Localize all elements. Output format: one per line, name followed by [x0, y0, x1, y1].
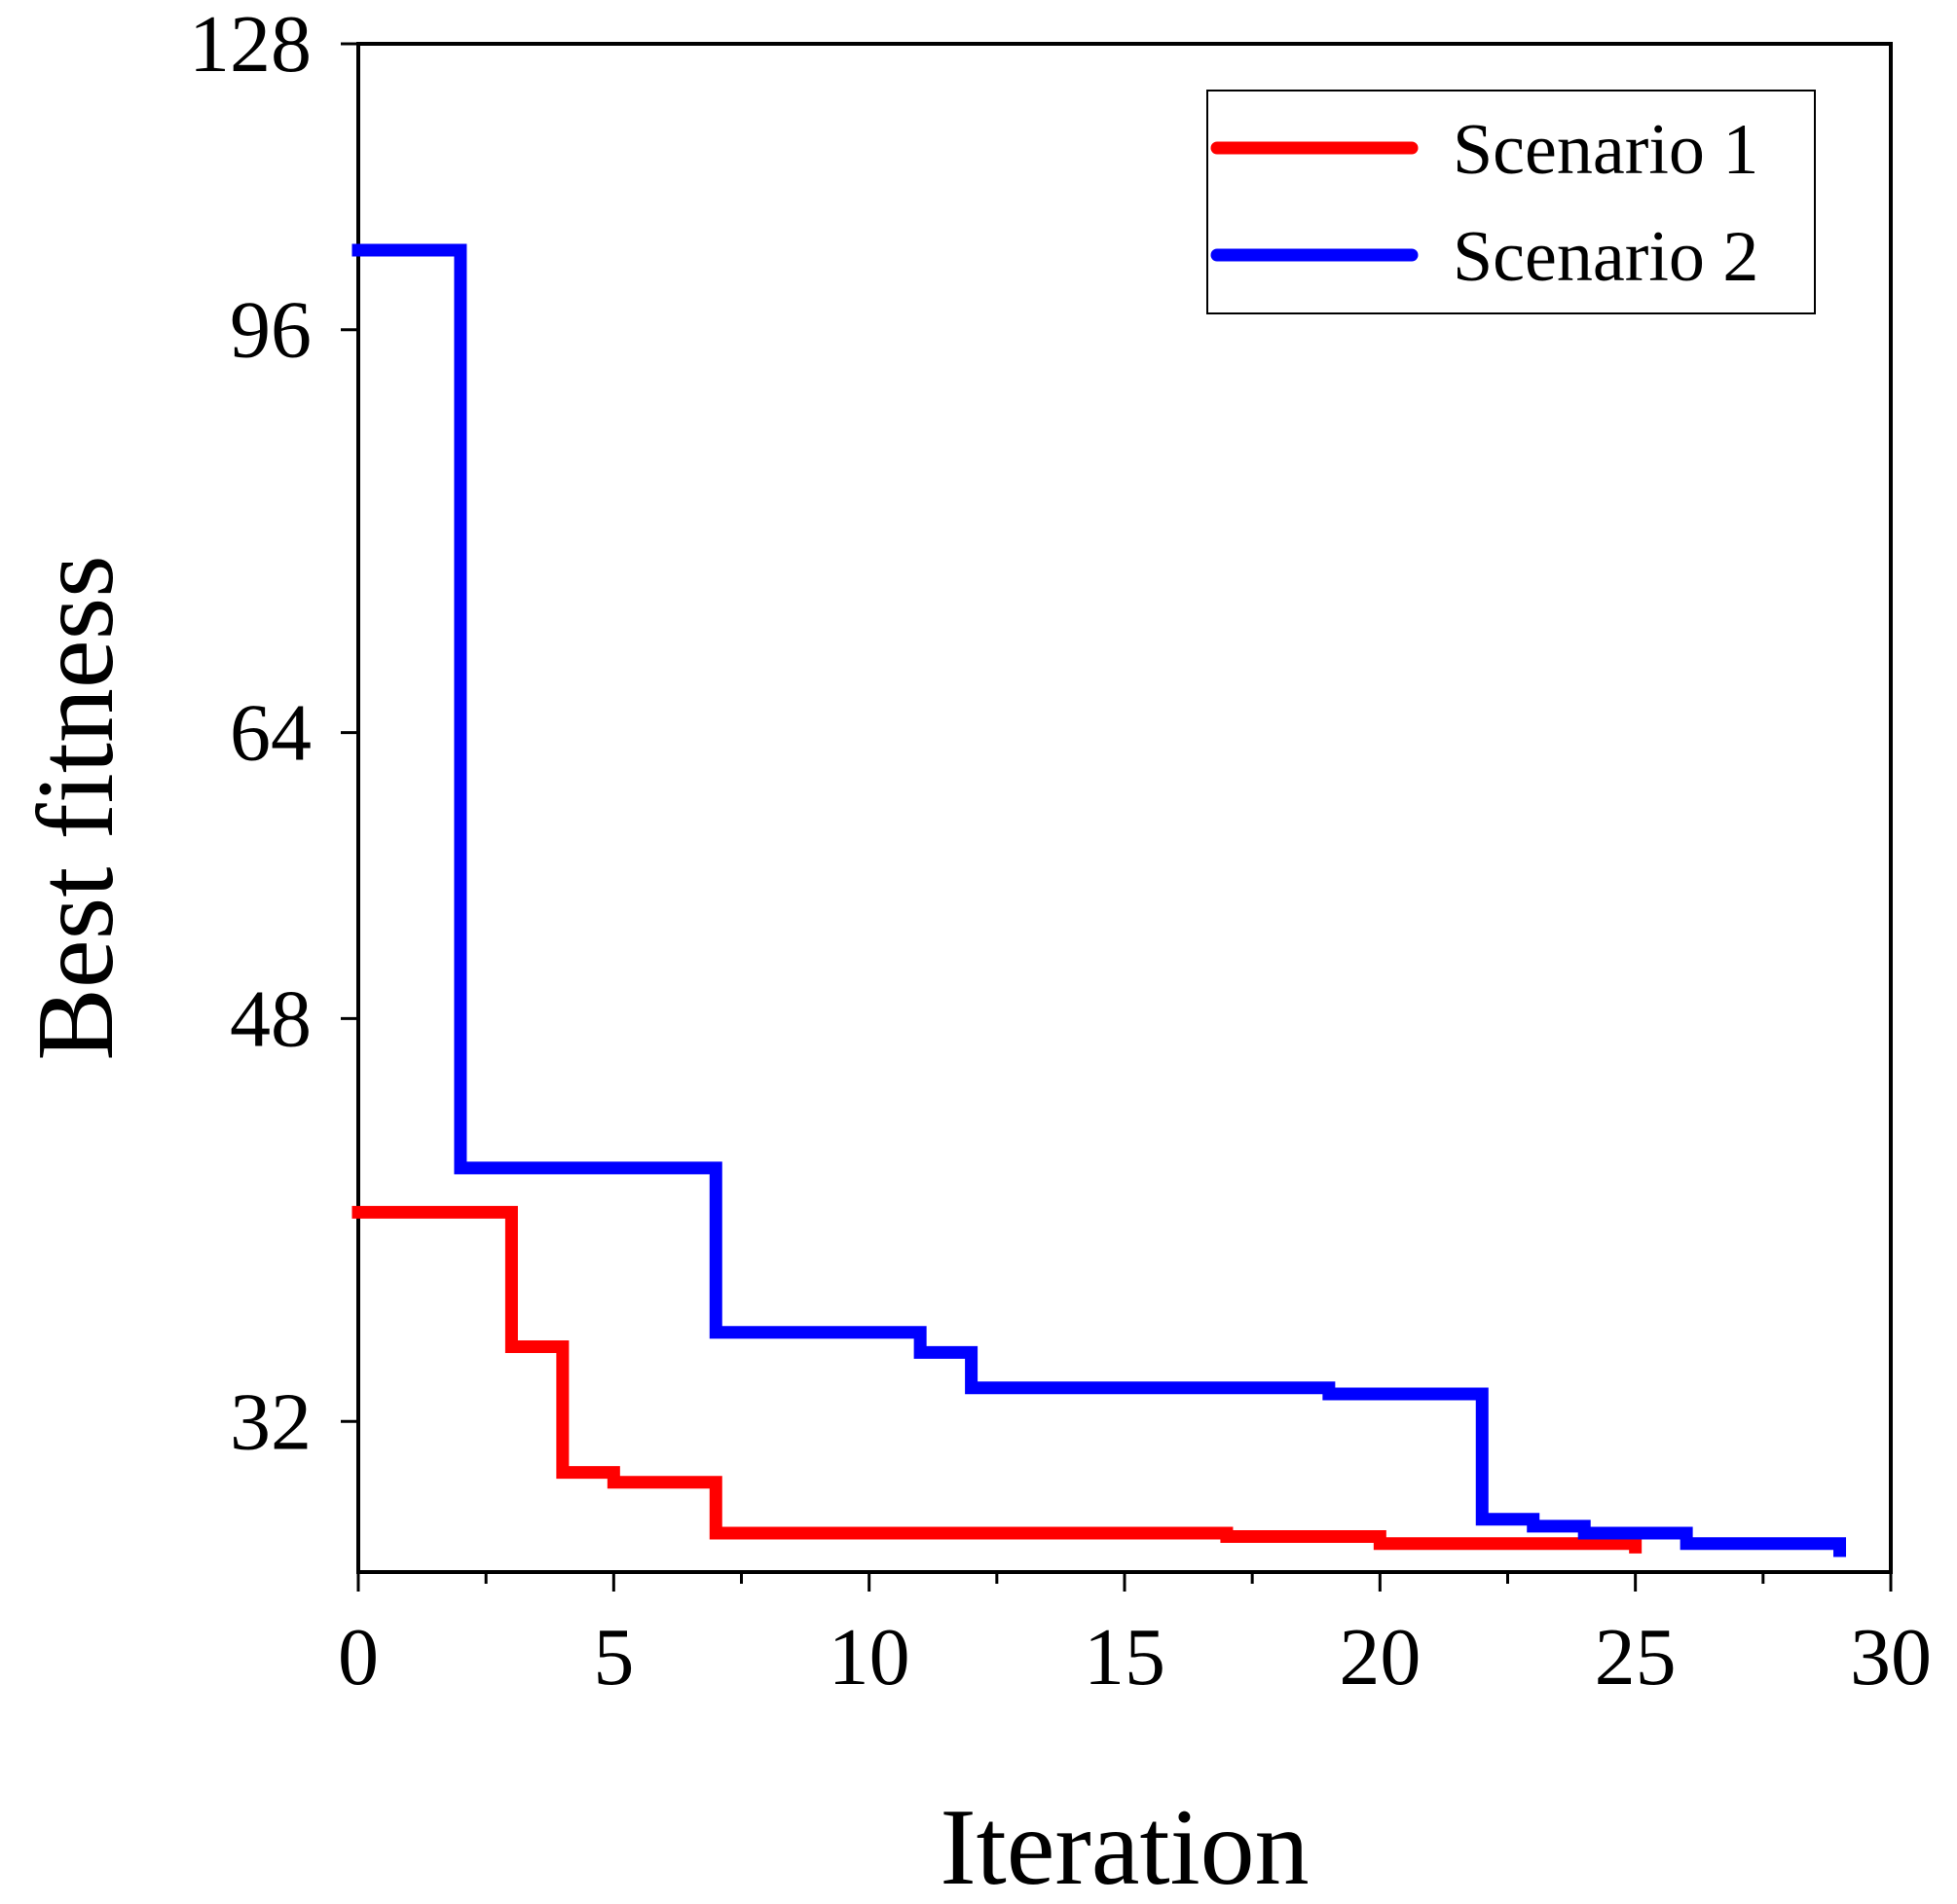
x-tick-label-15: 15: [1084, 1612, 1165, 1703]
x-tick-label-10: 10: [829, 1612, 910, 1703]
x-tick-label-30: 30: [1850, 1612, 1932, 1703]
x-axis-title: Iteration: [940, 1787, 1309, 1904]
y-tick-label-32: 32: [230, 1376, 312, 1467]
x-tick-label-20: 20: [1339, 1612, 1421, 1703]
series-layer: [351, 243, 1847, 1557]
x-tick-label-25: 25: [1595, 1612, 1677, 1703]
y-axis-ticks: 32 48 64 96 128: [189, 0, 358, 1467]
y-tick-label-48: 48: [230, 973, 312, 1064]
y-axis-title: Best fitness: [16, 555, 136, 1061]
legend-box: [1206, 90, 1816, 314]
series-line-scenario-2: [351, 243, 1847, 1557]
y-tick-label-64: 64: [230, 688, 312, 779]
y-tick-label-128: 128: [189, 0, 312, 90]
x-tick-label-5: 5: [593, 1612, 634, 1703]
x-axis-ticks: 0 5 10 15 20 25 30: [338, 1572, 1932, 1703]
y-tick-label-96: 96: [230, 285, 312, 376]
legend-label-scenario-2: Scenario 2: [1453, 217, 1758, 297]
legend: Scenario 1 Scenario 2: [1206, 90, 1816, 314]
legend-label-scenario-1: Scenario 1: [1453, 110, 1758, 190]
x-tick-label-0: 0: [338, 1612, 379, 1703]
series-line-scenario-1: [351, 1205, 1643, 1554]
